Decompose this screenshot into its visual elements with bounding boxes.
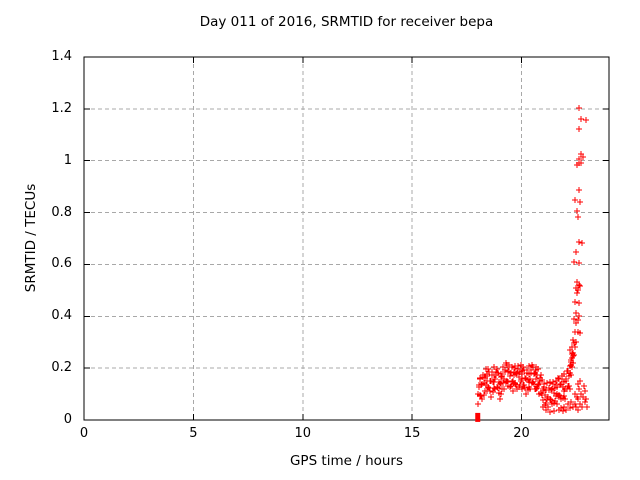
y-axis-label: SRMTID / TECUs bbox=[23, 183, 39, 293]
y-tick-label: 0.8 bbox=[51, 204, 72, 220]
data-points bbox=[475, 105, 590, 415]
x-axis-label: GPS time / hours bbox=[289, 453, 404, 469]
plot-border bbox=[83, 56, 610, 421]
x-tick-label: 5 bbox=[189, 426, 198, 441]
x-tick-label: 15 bbox=[403, 426, 421, 441]
y-tick-label: 0 bbox=[63, 412, 72, 427]
x-tick-label: 20 bbox=[513, 426, 530, 441]
y-tick-label: 0.2 bbox=[51, 360, 72, 376]
y-tick-label: 1.2 bbox=[51, 100, 72, 116]
zero-cluster-marker bbox=[475, 412, 481, 422]
y-tick-label: 0.4 bbox=[51, 308, 72, 324]
y-tick-label: 0.6 bbox=[51, 256, 72, 272]
chart-title: Day 011 of 2016, SRMTID for receiver bep… bbox=[199, 14, 494, 30]
x-tick-label: 0 bbox=[79, 426, 89, 441]
x-tick-label: 10 bbox=[294, 426, 312, 441]
y-tick-label: 1 bbox=[63, 152, 72, 168]
y-tick-label: 1.4 bbox=[51, 49, 72, 64]
grid-lines bbox=[84, 57, 609, 420]
